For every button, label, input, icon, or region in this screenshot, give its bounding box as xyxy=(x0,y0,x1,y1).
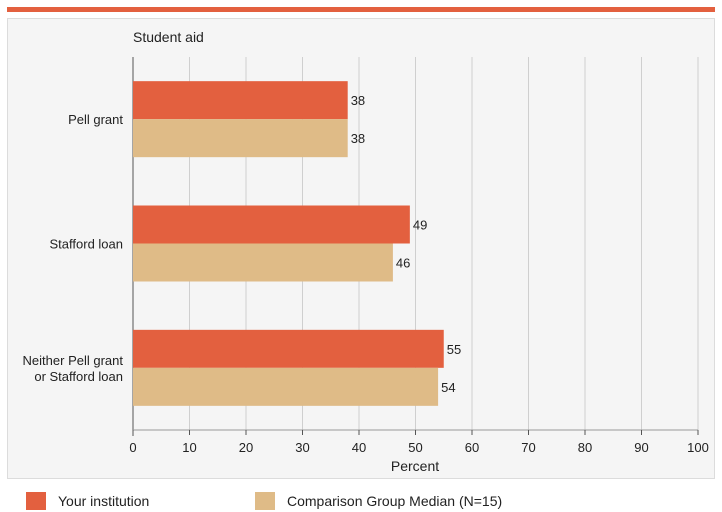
legend: Your institution Comparison Group Median… xyxy=(7,486,715,512)
x-tick-label: 10 xyxy=(182,440,196,455)
x-tick-label: 40 xyxy=(352,440,366,455)
x-tick-label: 80 xyxy=(578,440,592,455)
bars: 38 38 49 46 55 54 xyxy=(133,81,461,406)
legend-item-comparison-median: Comparison Group Median (N=15) xyxy=(255,492,502,510)
bar-value-label: 46 xyxy=(396,256,410,271)
x-axis-label: Percent xyxy=(391,458,439,474)
bar xyxy=(133,329,444,368)
x-tick-label: 60 xyxy=(465,440,479,455)
bar xyxy=(133,367,439,406)
bar-value-label: 54 xyxy=(441,380,455,395)
x-tick-label: 30 xyxy=(295,440,309,455)
bar-value-label: 55 xyxy=(447,342,461,357)
category-label: Neither Pell grant or Stafford loan xyxy=(23,353,124,384)
bar xyxy=(133,205,410,244)
bar-value-label: 38 xyxy=(351,93,365,108)
legend-label-comparison-median: Comparison Group Median (N=15) xyxy=(287,493,503,509)
chart-title: Student aid xyxy=(133,29,204,45)
x-tick-label: 0 xyxy=(129,440,136,455)
x-tick-label: 20 xyxy=(239,440,253,455)
x-tick-label: 70 xyxy=(521,440,535,455)
bar-chart: Student aid 38 38 49 46 55 54 Pell grant Staff… xyxy=(23,29,709,474)
legend-item-your-institution: Your institution xyxy=(26,492,149,510)
x-tick-label: 50 xyxy=(408,440,422,455)
legend-swatch-your-institution xyxy=(26,492,46,510)
category-labels: Pell grant Stafford loan Neither Pell gran… xyxy=(23,112,124,384)
bar xyxy=(133,243,393,282)
header-accent-bar xyxy=(7,7,715,12)
legend-swatch-comparison-median xyxy=(255,492,275,510)
x-axis-ticks: 0 10 20 30 40 50 60 70 80 90 100 xyxy=(129,440,708,455)
bar xyxy=(133,81,348,120)
x-tick-label: 90 xyxy=(634,440,648,455)
bar-value-label: 38 xyxy=(351,131,365,146)
legend-label-your-institution: Your institution xyxy=(58,493,150,509)
x-tick-label: 100 xyxy=(687,440,709,455)
category-label: Pell grant xyxy=(68,112,123,127)
bar-value-label: 49 xyxy=(413,218,427,233)
category-label: Stafford loan xyxy=(50,237,123,252)
bar xyxy=(133,119,348,158)
